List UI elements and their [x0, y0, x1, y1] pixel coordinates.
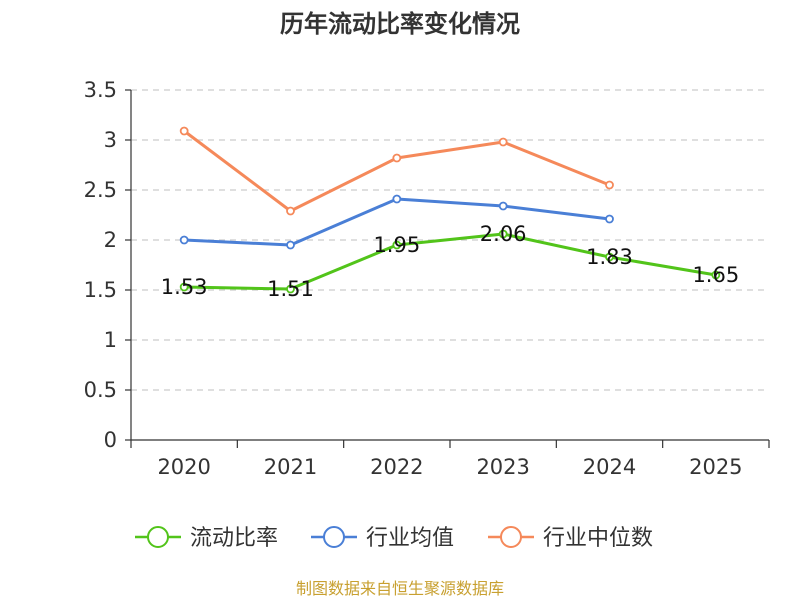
y-tick-label-5: 2.5: [84, 178, 117, 202]
y-tick-label-7: 3.5: [84, 78, 117, 102]
legend-label-2: 行业中位数: [543, 526, 653, 551]
data-label-2025: 1.65: [692, 263, 739, 287]
y-tick-label-0: 0: [104, 428, 117, 452]
data-label-2023: 2.06: [480, 222, 527, 246]
legend-label-0: 流动比率: [190, 526, 278, 551]
data-label-2021: 1.51: [267, 277, 314, 301]
y-tick-label-1: 0.5: [84, 378, 117, 402]
point-0-2025: [711, 270, 721, 280]
source-note: 制图数据来自恒生聚源数据库: [295, 579, 504, 598]
x-tick-label-2022: 2022: [370, 455, 423, 479]
legend: 流动比率 行业均值 行业中位数: [135, 526, 653, 551]
point-0-2022: [392, 240, 402, 250]
point-2-2023: [498, 137, 508, 147]
data-label-2024: 1.83: [586, 245, 633, 269]
legend-marker-1: [323, 526, 345, 548]
point-1-2020: [179, 235, 189, 245]
point-2-2020: [179, 126, 189, 136]
point-1-2023: [498, 201, 508, 211]
y-tick-label-4: 2: [104, 228, 117, 252]
point-1-2024: [605, 214, 614, 224]
point-0-2024: [605, 252, 614, 262]
point-2-2022: [392, 153, 402, 163]
x-tick-label-2020: 2020: [157, 455, 210, 479]
chart-title: 历年流动比率变化情况: [280, 10, 520, 38]
x-tick-label-2023: 2023: [476, 455, 529, 479]
series-line-0: [184, 232, 717, 291]
point-1-2022: [392, 194, 402, 204]
legend-label-1: 行业均值: [366, 526, 454, 551]
data-labels: 1.53 1.51 1.95 2.06 1.83 1.65: [161, 222, 739, 301]
x-tick-label-2021: 2021: [264, 455, 317, 479]
point-1-2021: [286, 240, 295, 250]
axes: 0 0.5 1 1.5 2 2.5 3 3.5 2020 2021 2022 2023 2024 2025: [84, 78, 770, 479]
legend-marker-0: [147, 526, 169, 548]
data-label-2020: 1.53: [161, 275, 208, 299]
y-tick-label-2: 1: [104, 328, 117, 352]
point-0-2023: [498, 229, 508, 239]
y-tick-label-3: 1.5: [84, 278, 117, 302]
x-tick-label-2024: 2024: [583, 455, 636, 479]
legend-marker-2: [500, 526, 522, 548]
point-0-2021: [286, 284, 295, 294]
x-tick-label-2025: 2025: [689, 455, 742, 479]
series-lines: [179, 126, 721, 294]
data-label-2022: 1.95: [373, 233, 420, 257]
y-tick-label-6: 3: [104, 128, 117, 152]
point-2-2021: [286, 206, 295, 216]
point-0-2020: [179, 282, 189, 292]
point-2-2024: [605, 180, 614, 190]
